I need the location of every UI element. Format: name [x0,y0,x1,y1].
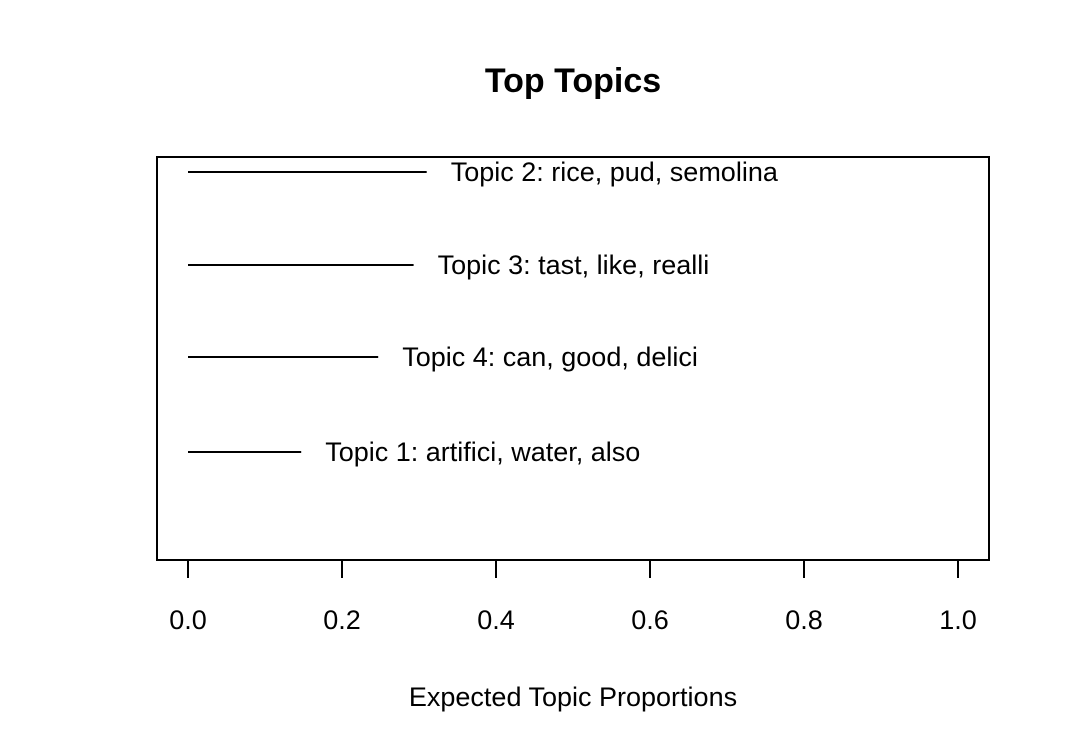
topic-label: Topic 2: rice, pud, semolina [451,157,779,187]
topic-label: Topic 4: can, good, delici [402,342,698,372]
x-tick-label: 0.4 [477,605,515,635]
x-tick-label: 0.2 [323,605,361,635]
chart-title: Top Topics [485,62,661,100]
x-axis-label: Expected Topic Proportions [409,682,737,712]
x-tick-label: 0.8 [785,605,823,635]
x-tick-label: 1.0 [939,605,977,635]
x-tick-label: 0.0 [169,605,207,635]
x-tick-label: 0.6 [631,605,669,635]
topic-bars: Topic 2: rice, pud, semolina Topic 3: tas… [188,157,779,467]
x-axis-ticks: 0.0 0.2 0.4 0.6 0.8 1.0 [169,560,977,635]
topic-label: Topic 1: artifici, water, also [325,437,640,467]
topic-label: Topic 3: tast, like, realli [438,250,710,280]
